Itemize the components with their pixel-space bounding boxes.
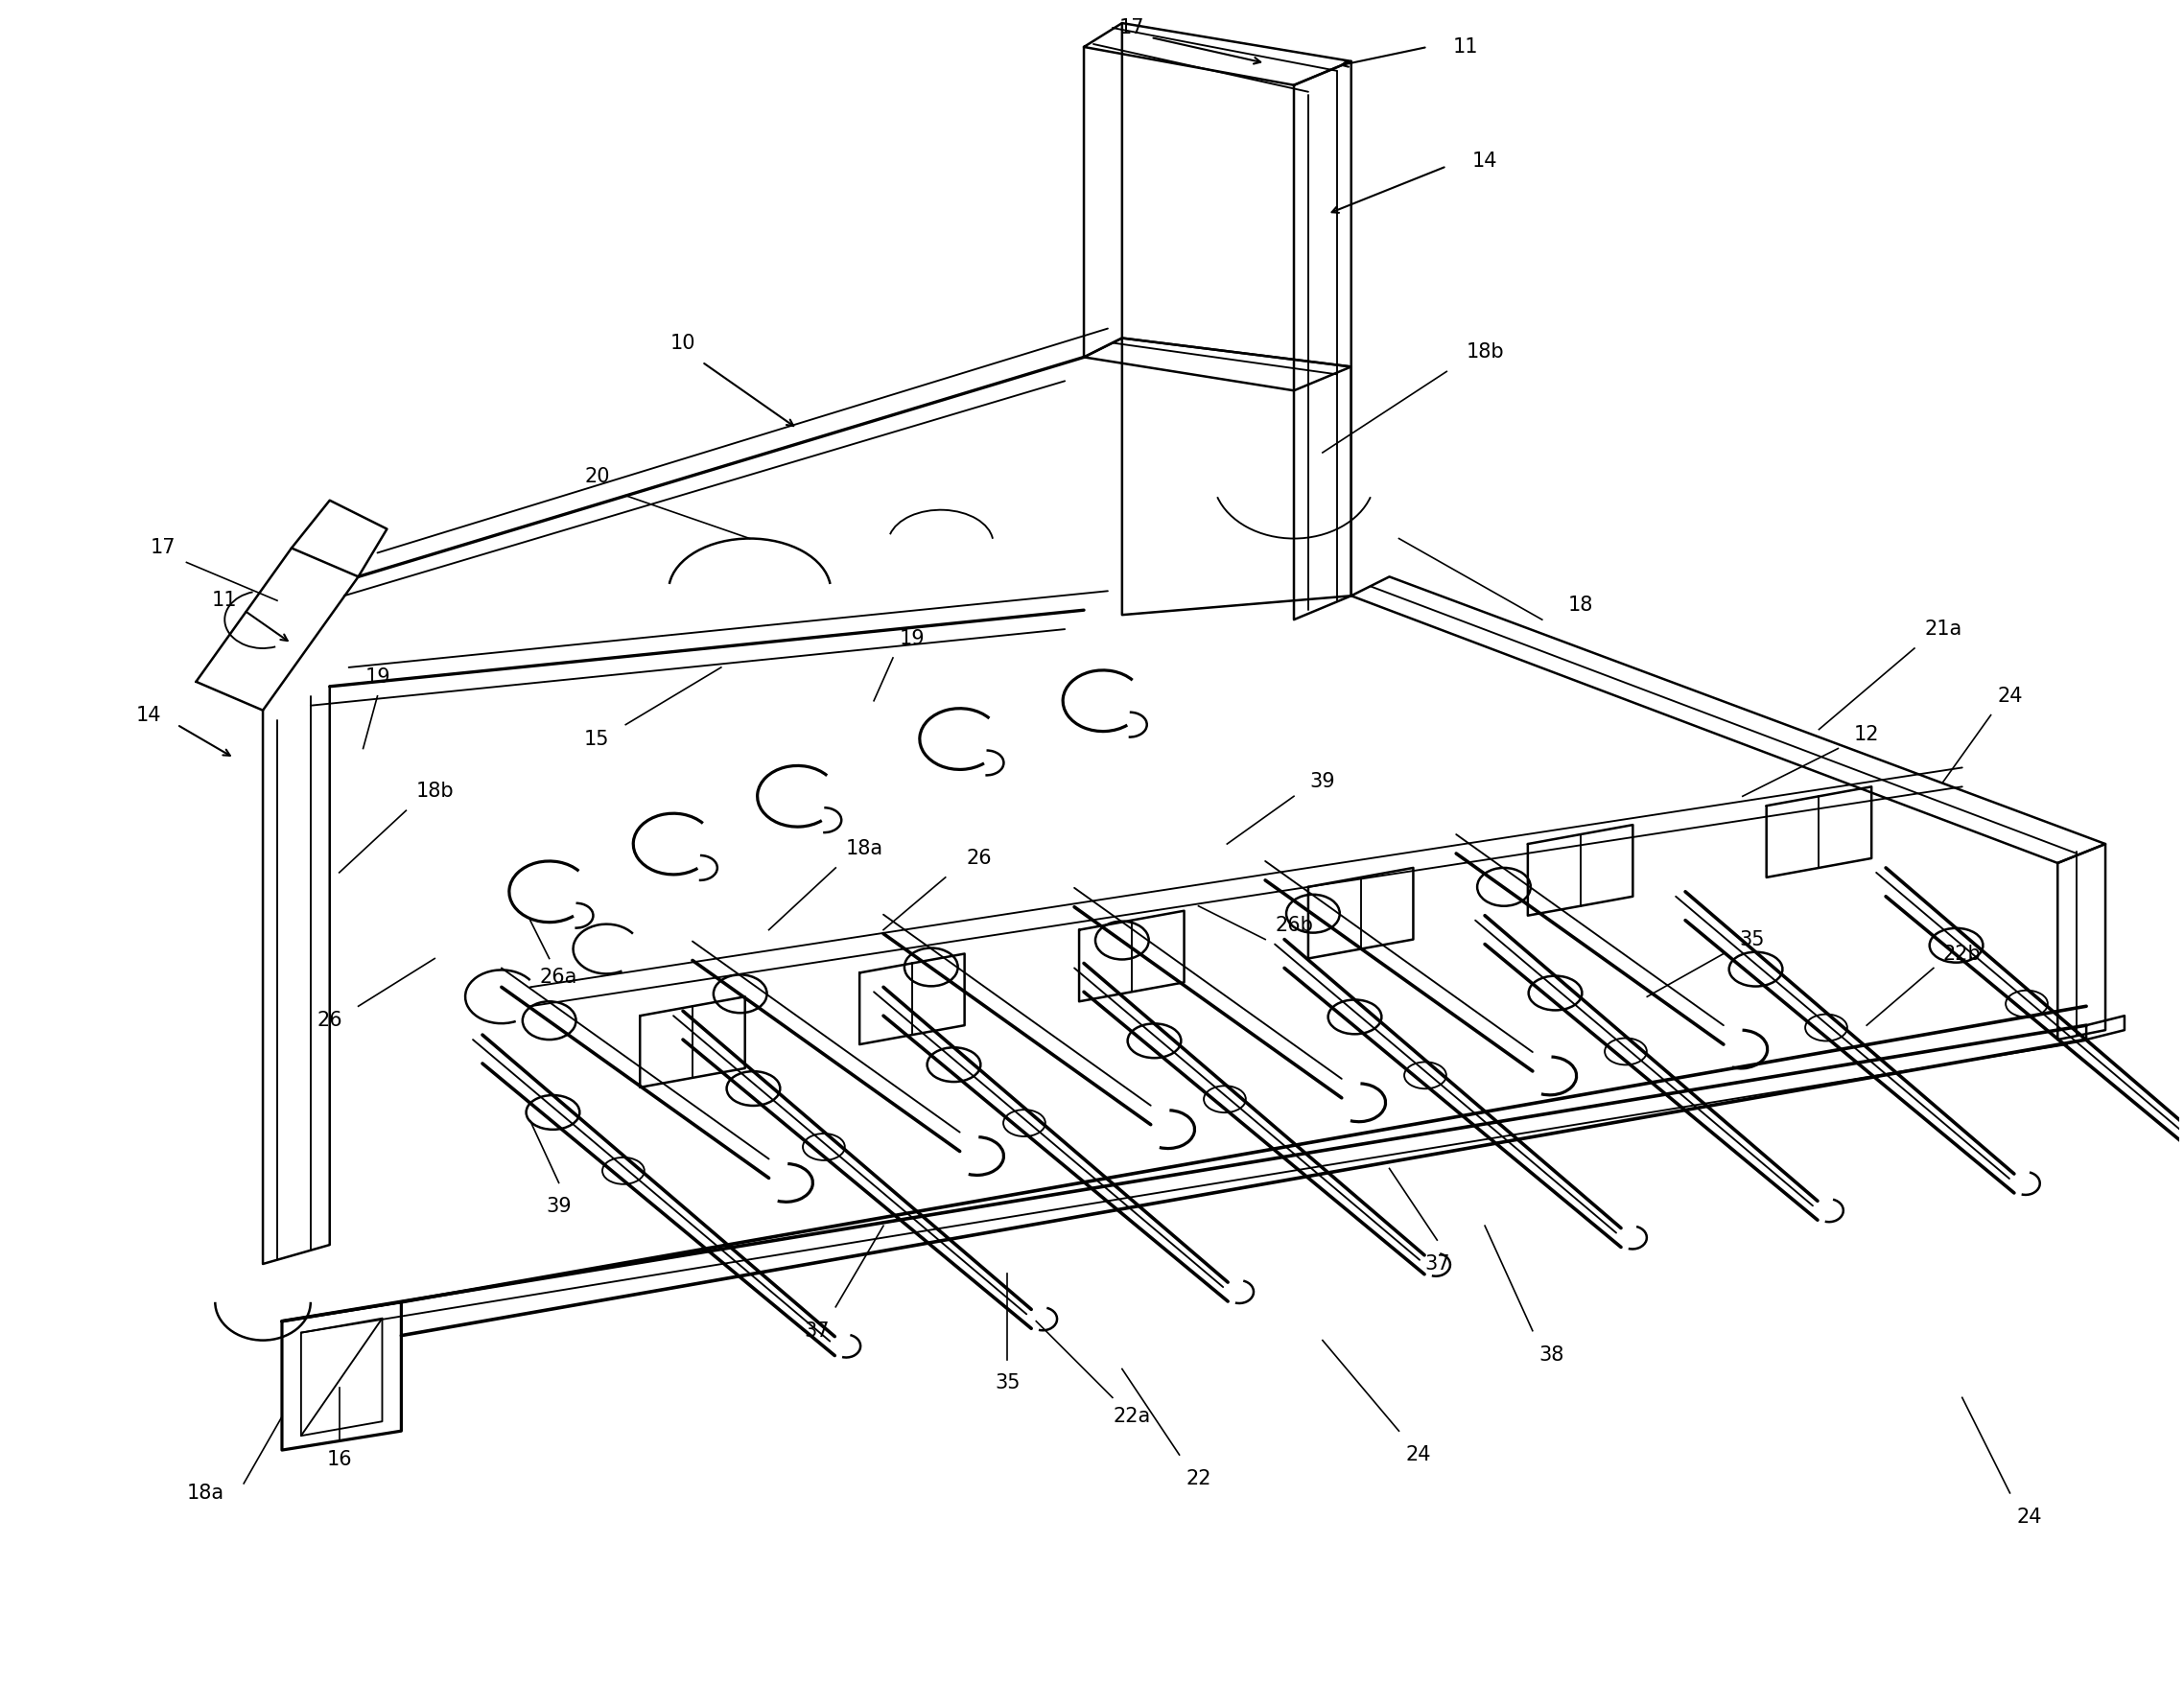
Text: 14: 14 [1472,152,1498,171]
Text: 39: 39 [1310,772,1334,792]
Text: 39: 39 [546,1197,572,1217]
Text: 26a: 26a [539,968,579,987]
Text: 26b: 26b [1275,915,1313,935]
Text: 37: 37 [1424,1255,1450,1273]
Text: 22b: 22b [1944,944,1981,963]
Text: 18a: 18a [845,840,882,859]
Text: 22a: 22a [1114,1407,1151,1427]
Text: 19: 19 [365,667,391,686]
Text: 21a: 21a [1924,620,1961,638]
Text: 17: 17 [1118,19,1144,38]
Text: 18: 18 [1568,596,1592,615]
Text: 22: 22 [1186,1470,1212,1489]
Text: 10: 10 [670,333,697,352]
Text: 18b: 18b [415,782,454,801]
Text: 24: 24 [2016,1507,2042,1526]
Text: 16: 16 [325,1449,352,1470]
Text: 11: 11 [1452,38,1479,56]
Text: 24: 24 [1404,1446,1431,1465]
Text: 38: 38 [1540,1345,1564,1364]
Text: 26: 26 [317,1011,343,1029]
Text: 24: 24 [1996,686,2022,705]
Text: 12: 12 [1854,724,1880,744]
Text: 19: 19 [900,630,924,649]
Text: 18a: 18a [188,1483,225,1502]
Text: 14: 14 [135,705,162,725]
Text: 35: 35 [994,1374,1020,1393]
Text: 37: 37 [804,1321,830,1340]
Text: 11: 11 [212,591,238,609]
Text: 15: 15 [585,729,609,749]
Text: 20: 20 [585,468,609,486]
Text: 26: 26 [965,848,992,867]
Text: 35: 35 [1738,930,1765,949]
Text: 18b: 18b [1465,343,1505,362]
Text: 17: 17 [151,538,175,558]
